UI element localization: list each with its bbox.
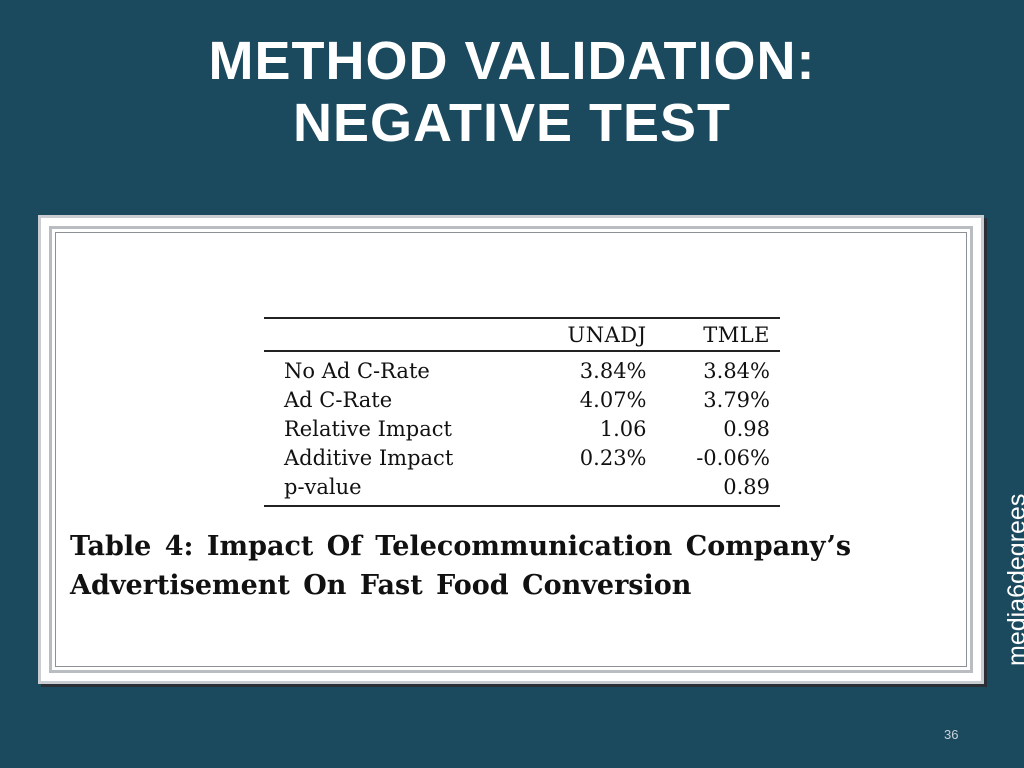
table-row: Additive Impact 0.23% -0.06%	[264, 443, 780, 472]
table-row: p-value 0.89	[264, 472, 780, 506]
row-label: Relative Impact	[284, 417, 452, 441]
unadj-value	[526, 472, 656, 506]
table-header-empty	[264, 318, 527, 352]
caption-line-1: Table 4: Impact Of Telecommunication Com…	[70, 531, 852, 562]
brand-logo: media6degrees	[1003, 493, 1024, 666]
tmle-value: 0.98	[723, 417, 770, 441]
table-image-content: UNADJ TMLE No Ad C-Rate 3.84% 3.84% Ad C…	[55, 232, 967, 667]
caption-line-2: Advertisement On Fast Food Conversion	[70, 570, 692, 601]
table-header-unadj: UNADJ	[526, 318, 657, 352]
row-label: Ad C-Rate	[284, 388, 393, 412]
tmle-value: 0.89	[723, 475, 770, 499]
unadj-value: 1.06	[599, 417, 647, 441]
table-header-row: UNADJ TMLE	[264, 318, 780, 352]
results-table: UNADJ TMLE No Ad C-Rate 3.84% 3.84% Ad C…	[264, 317, 780, 507]
slide-title: METHOD VALIDATION: NEGATIVE TEST	[0, 30, 1024, 154]
table-caption: Table 4: Impact Of Telecommunication Com…	[70, 527, 966, 605]
table-image-inner-border: UNADJ TMLE No Ad C-Rate 3.84% 3.84% Ad C…	[49, 226, 973, 673]
unadj-value: 0.23%	[579, 446, 647, 470]
tmle-value: 3.79%	[703, 388, 770, 412]
slide-title-line-2: NEGATIVE TEST	[292, 93, 732, 153]
unadj-value: 3.84%	[579, 359, 647, 383]
tmle-value: 3.84%	[703, 359, 770, 383]
row-label: No Ad C-Rate	[284, 359, 430, 383]
table-row: Relative Impact 1.06 0.98	[264, 414, 780, 443]
row-label: Additive Impact	[284, 446, 454, 470]
table-image-frame: UNADJ TMLE No Ad C-Rate 3.84% 3.84% Ad C…	[38, 215, 984, 684]
tmle-value: -0.06%	[696, 446, 770, 470]
table-row: No Ad C-Rate 3.84% 3.84%	[264, 351, 780, 385]
table-header-tmle: TMLE	[656, 318, 780, 352]
page-number: 36	[944, 727, 959, 742]
table-row: Ad C-Rate 4.07% 3.79%	[264, 385, 780, 414]
unadj-value: 4.07%	[579, 388, 647, 412]
slide-title-line-1: METHOD VALIDATION:	[208, 31, 816, 91]
row-label: p-value	[284, 475, 362, 499]
